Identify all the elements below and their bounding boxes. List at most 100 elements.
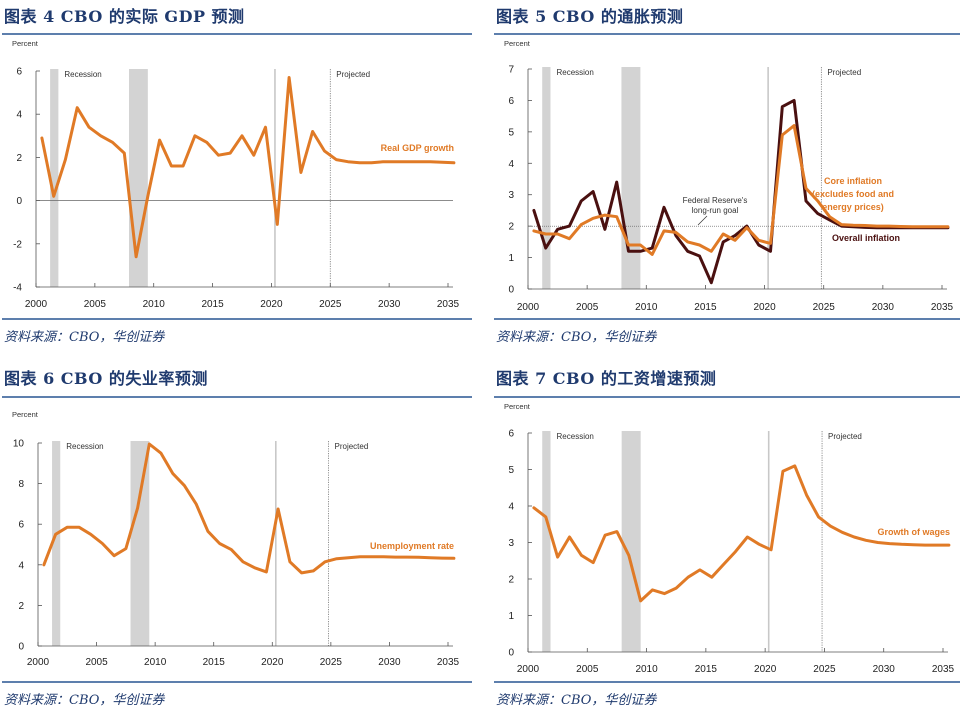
overall-inflation-label: Overall inflation [832,233,900,243]
y-tick-label: -4 [13,283,22,294]
y-tick-label: 4 [18,560,24,571]
y-tick-label: 0 [16,196,22,207]
projected-label: Projected [828,432,862,441]
y-tick-label: 5 [508,465,514,476]
source-note: 资料来源：CBO，华创证券 [4,330,165,345]
y-tick-label: 6 [508,429,514,440]
projected-label: Projected [335,442,369,451]
x-tick-label: 2005 [576,302,599,313]
x-tick-label: 2025 [319,299,342,310]
recession-band [130,441,150,646]
x-tick-label: 2030 [378,657,401,668]
source-rule [494,681,960,683]
y-tick-label: 6 [18,520,24,531]
y-tick-label: 4 [16,110,22,121]
x-tick-label: 2000 [517,302,540,313]
fed-goal-label: Federal Reserve's [683,196,748,205]
x-tick-label: 2020 [260,299,283,310]
projected-label: Projected [827,68,861,77]
series-line [532,98,950,285]
y-tick-label: 2 [18,601,24,612]
y-tick-label: 4 [508,502,514,513]
y-axis-unit-label: Percent [504,39,531,48]
chart-panel-wages: 图表 7 CBO 的工资增速预测 Recession Projected Perce… [492,362,960,719]
y-tick-label: 0 [508,648,514,659]
y-tick-label: 7 [508,65,514,76]
projected-label: Projected [336,70,370,79]
y-tick-label: 6 [508,96,514,107]
x-tick-label: 2005 [85,657,108,668]
core-inflation-label: Core inflation [824,176,882,186]
recession-band [542,431,551,652]
x-tick-label: 2015 [203,657,226,668]
source-note: 资料来源：CBO，华创证券 [4,693,165,708]
source-rule [2,681,472,683]
x-tick-label: 2000 [27,657,50,668]
recession-band [621,431,641,652]
recession-band [50,69,59,287]
x-tick-label: 2010 [143,299,166,310]
x-tick-label: 2020 [261,657,284,668]
fed-goal-label: long-run goal [692,206,739,215]
x-tick-label: 2035 [437,657,460,668]
x-tick-label: 2005 [576,664,599,675]
chart-panel-inflation: 图表 5 CBO 的通胀预测 Recession Projected Percent… [492,0,960,357]
series-line [40,76,456,259]
x-tick-label: 2015 [694,302,717,313]
x-tick-label: 2000 [517,664,540,675]
y-tick-label: 1 [508,611,514,622]
x-tick-label: 2020 [754,664,777,675]
x-tick-label: 2025 [813,664,836,675]
series-line [42,442,456,575]
chart-title: 图表 7 CBO 的工资增速预测 [496,369,717,388]
y-tick-label: 2 [508,575,514,586]
recession-label: Recession [66,442,103,451]
x-tick-label: 2000 [25,299,48,310]
recession-band [621,67,641,289]
series-line [532,464,951,603]
recession-label: Recession [557,432,594,441]
series-label: Growth of wages [877,527,950,537]
x-tick-label: 2015 [695,664,718,675]
y-tick-label: 2 [16,153,22,164]
x-tick-label: 2010 [635,302,658,313]
source-rule [494,318,960,320]
y-tick-label: 3 [508,538,514,549]
y-tick-label: 10 [13,439,25,450]
title-rule [2,396,472,398]
title-rule [494,396,960,398]
recession-band [542,67,551,289]
chart-title: 图表 6 CBO 的失业率预测 [4,369,208,388]
x-tick-label: 2025 [813,302,836,313]
y-tick-label: 0 [18,642,24,653]
recession-label: Recession [64,70,101,79]
y-tick-label: 5 [508,127,514,138]
x-tick-label: 2030 [872,302,895,313]
chart-panel-unemployment: 图表 6 CBO 的失业率预测 Recession Projected Percen… [0,362,472,719]
y-tick-label: 2 [508,222,514,233]
y-tick-label: -2 [13,239,22,250]
chart-title: 图表 5 CBO 的通胀预测 [496,7,684,26]
source-note: 资料来源：CBO，华创证券 [496,693,657,708]
chart-panel-gdp: 图表 4 CBO 的实际 GDP 预测 Recession Projected Pe… [0,0,472,357]
series-label: Real GDP growth [381,143,454,153]
source-note: 资料来源：CBO，华创证券 [496,330,657,345]
x-tick-label: 2035 [437,299,460,310]
core-inflation-label: energy prices) [822,202,884,212]
core-inflation-label: (excludes food and [812,189,894,199]
x-tick-label: 2030 [873,664,896,675]
y-tick-label: 0 [508,285,514,296]
y-tick-label: 6 [16,67,22,78]
title-rule [494,33,960,35]
title-rule [2,33,472,35]
x-tick-label: 2010 [635,664,658,675]
x-tick-label: 2025 [320,657,343,668]
recession-band [52,441,61,646]
x-tick-label: 2035 [932,664,955,675]
x-tick-label: 2015 [201,299,224,310]
y-tick-label: 8 [18,479,24,490]
